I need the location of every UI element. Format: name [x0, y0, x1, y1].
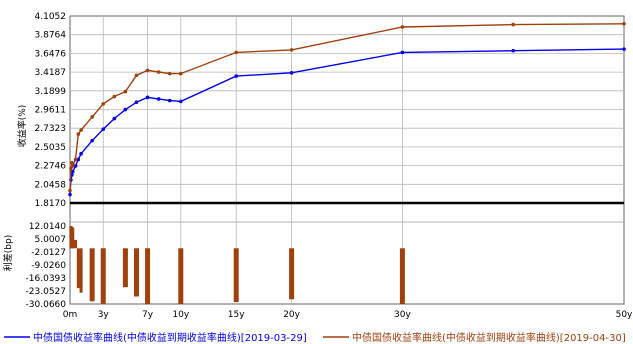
series-1-point [90, 138, 94, 143]
series-1-point [167, 98, 172, 103]
legend: 中债国债收益率曲线(中债收益到期收益率曲线)[2019-03-29] 中债国债收… [4, 331, 626, 344]
series-1-point [511, 48, 515, 53]
x-tick-label: 15y [228, 310, 245, 320]
top-y-tick-label: 2.7323 [35, 124, 67, 134]
bottom-y-tick-label: -9.0260 [31, 261, 66, 271]
grid-lines [70, 16, 624, 304]
series-2-point [123, 89, 128, 94]
x-tick-label: 7y [142, 310, 154, 320]
top-y-tick-label: 4.1052 [35, 12, 67, 22]
series-2-point [70, 160, 74, 165]
series-2-point [69, 166, 73, 171]
x-tick-label: 3y [98, 310, 110, 320]
series-2-point [234, 50, 238, 55]
series-2-point [68, 188, 72, 193]
top-y-tick-label: 3.6476 [35, 49, 67, 59]
bottom-y-tick-label: -30.0660 [26, 300, 67, 310]
spread-bar [89, 248, 95, 302]
series-1-point [134, 100, 139, 105]
series-1-point [145, 95, 150, 100]
series-2-point [112, 94, 117, 99]
top-y-tick-label: 3.4187 [35, 68, 67, 78]
series-2-point [179, 71, 183, 76]
spread-bar [74, 239, 78, 249]
series-1-point [112, 116, 117, 121]
series-1-point [76, 157, 81, 162]
spread-bar [79, 248, 83, 293]
x-tick-label: 10y [172, 310, 189, 320]
bottom-y-tick-label: -23.0527 [26, 287, 66, 297]
series-2-point [79, 128, 83, 132]
series-2-point [73, 157, 78, 162]
series-1-point [68, 192, 72, 197]
series-2-point [511, 22, 515, 27]
top-y-tick-label: 3.1899 [35, 87, 67, 97]
series-2-point [76, 132, 81, 136]
top-y-tick-label: 2.5035 [35, 143, 67, 153]
top-y-tick-label: 1.8170 [35, 199, 67, 209]
series-1-point [101, 127, 106, 132]
series-1-point [70, 169, 75, 174]
series-1-point [234, 74, 238, 78]
spread-bar [133, 248, 139, 297]
top-y-tick-label: 2.0458 [35, 180, 67, 190]
series-lines [68, 21, 626, 197]
series-1-point [79, 151, 83, 156]
top-y-tick-label: 2.2746 [35, 162, 67, 172]
legend-label-series-1: 中债国债收益率曲线(中债收益到期收益率曲线)[2019-03-29] [33, 331, 307, 344]
series-1-point [73, 164, 78, 168]
series-2-point [101, 102, 106, 106]
series-2-point [145, 68, 150, 73]
series-2-point [156, 70, 161, 74]
series-2-point [167, 71, 172, 76]
series-2-point [90, 115, 94, 119]
plot-frame [69, 15, 625, 305]
top-y-tick-label: 2.9611 [35, 106, 67, 116]
bottom-y-tick-label: 5.0007 [35, 235, 67, 245]
bottom-y-axis-label: 利差(bp) [2, 235, 14, 271]
spread-bar [100, 248, 106, 304]
spread-bar [145, 248, 151, 304]
top-y-axis-ticks: 4.1052 3.8764 3.6476 3.4187 3.1899 2.9611 2.73… [35, 12, 67, 209]
series-1-point [156, 97, 161, 101]
x-tick-label: 30y [394, 310, 411, 320]
series-2-point [400, 25, 405, 29]
x-tick-label: 50y [616, 310, 633, 320]
bottom-y-tick-label: -2.0127 [31, 248, 66, 258]
x-tick-label: 0m [63, 310, 78, 320]
spread-bar [289, 248, 295, 300]
bottom-y-tick-label: 12.0140 [29, 222, 66, 232]
legend-label-series-2: 中债国债收益率曲线(中债收益到期收益率曲线)[2019-04-30] [352, 331, 626, 344]
spread-bar [399, 248, 405, 304]
spread-bars [69, 226, 405, 304]
spread-bar [233, 248, 239, 303]
top-y-axis-label: 收益率(%) [16, 105, 28, 148]
bottom-y-axis-ticks: 12.0140 5.0007 -2.0127 -9.0260 -16.0393 -23.0… [26, 222, 67, 310]
x-tick-label: 20y [283, 310, 300, 320]
series-1-point [179, 99, 183, 104]
series-1-point [289, 71, 294, 75]
series-2-point [70, 164, 75, 168]
spread-bar [71, 227, 75, 249]
series-1-point [123, 107, 128, 112]
series-1-point [622, 47, 626, 51]
series-1-point [400, 50, 405, 55]
plot-border [69, 15, 625, 305]
spread-bar [122, 248, 128, 288]
series-2-point [134, 73, 139, 78]
series-2-point [622, 21, 626, 26]
series-2-point [289, 48, 294, 52]
spread-bar [76, 248, 80, 289]
spread-bar [178, 248, 184, 304]
bottom-y-tick-label: -16.0393 [26, 274, 66, 284]
top-y-tick-label: 3.8764 [35, 31, 67, 41]
x-axis-ticks: 0m 3y 7y 10y 15y 20y 30y 50y [63, 310, 633, 320]
